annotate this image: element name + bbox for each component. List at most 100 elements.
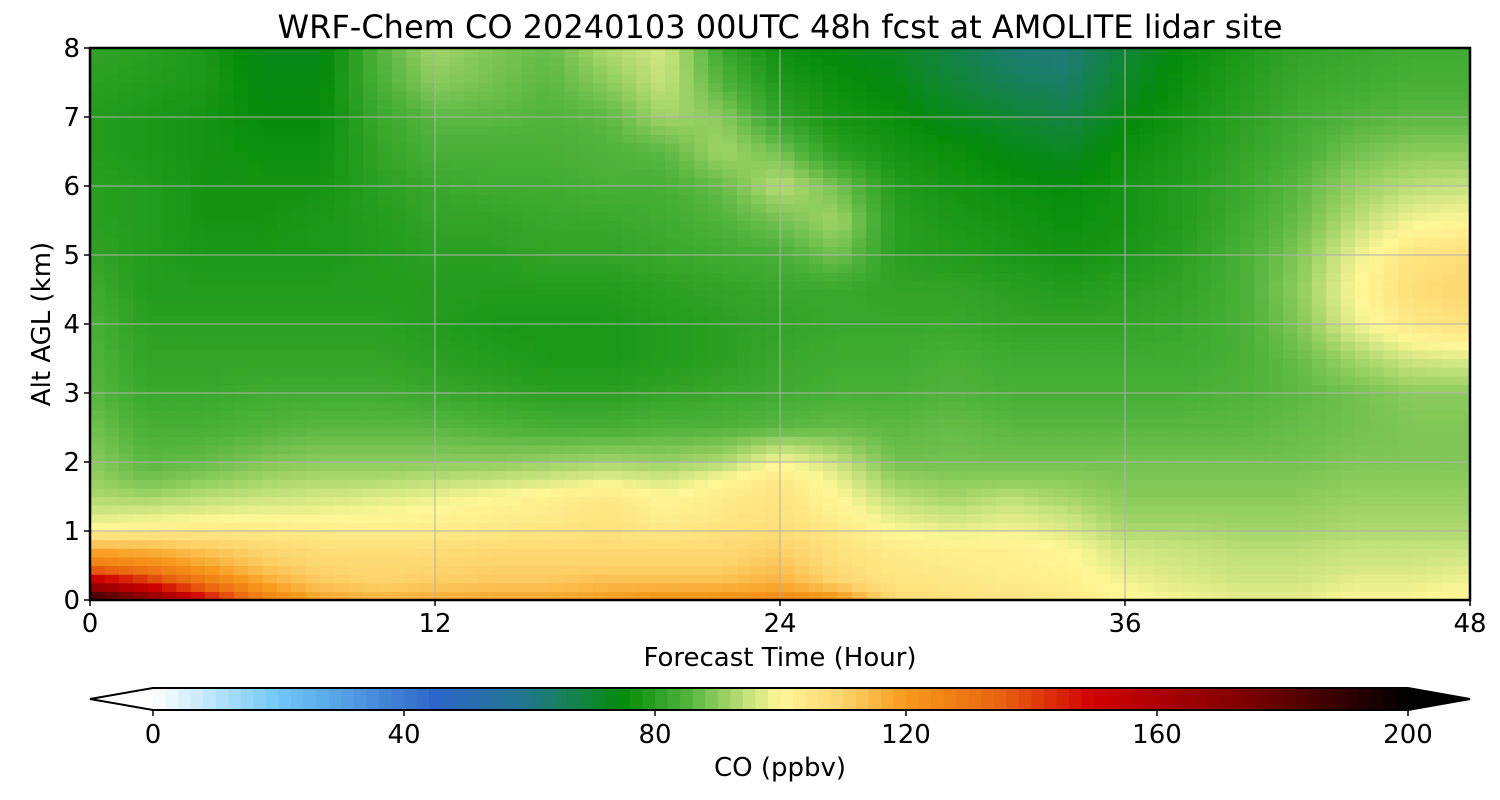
heatmap-cell	[478, 479, 494, 489]
heatmap-cell	[593, 487, 609, 498]
heatmap-cell	[751, 444, 767, 454]
heatmap-cell	[1038, 194, 1054, 204]
heatmap-cell	[981, 556, 997, 567]
heatmap-cell	[650, 548, 666, 558]
heatmap-cell	[176, 556, 192, 567]
heatmap-cell	[1067, 160, 1083, 170]
heatmap-cell	[1254, 393, 1270, 403]
heatmap-cell	[248, 436, 264, 446]
heatmap-cell	[765, 255, 781, 265]
heatmap-cell	[1455, 358, 1471, 368]
heatmap-cell	[780, 453, 795, 463]
heatmap-cell	[909, 246, 925, 256]
heatmap-cell	[693, 289, 709, 299]
heatmap-cell	[722, 229, 738, 239]
heatmap-cell	[262, 513, 278, 523]
heatmap-cell	[1441, 565, 1457, 575]
heatmap-cell	[1383, 168, 1399, 178]
heatmap-cell	[90, 220, 105, 230]
heatmap-cell	[665, 160, 680, 170]
heatmap-cell	[1455, 591, 1471, 601]
heatmap-cell	[118, 263, 134, 273]
heatmap-cell	[420, 315, 436, 325]
heatmap-cell	[909, 160, 925, 170]
heatmap-cell	[1254, 470, 1270, 480]
heatmap-cell	[938, 341, 954, 351]
heatmap-cell	[478, 211, 494, 222]
heatmap-cell	[1455, 186, 1471, 196]
heatmap-cell	[851, 582, 867, 592]
heatmap-cell	[1125, 410, 1140, 420]
heatmap-cell	[1441, 453, 1457, 463]
heatmap-cell	[1038, 315, 1054, 325]
heatmap-cell	[205, 479, 220, 489]
heatmap-cell	[190, 418, 206, 429]
heatmap-cell	[780, 591, 795, 601]
heatmap-cell	[449, 444, 465, 454]
heatmap-cell	[895, 168, 910, 178]
heatmap-cell	[636, 539, 652, 549]
heatmap-cell	[1340, 341, 1356, 351]
heatmap-cell	[1383, 272, 1399, 282]
heatmap-cell	[909, 565, 925, 575]
heatmap-cell	[118, 349, 134, 360]
heatmap-cell	[1038, 151, 1054, 161]
heatmap-cell	[147, 582, 163, 592]
heatmap-cell	[736, 375, 752, 385]
heatmap-cell	[1096, 565, 1112, 575]
heatmap-cell	[1024, 324, 1040, 334]
heatmap-cell	[233, 324, 249, 334]
heatmap-cell	[938, 539, 954, 549]
heatmap-cell	[909, 289, 925, 299]
heatmap-cell	[938, 556, 954, 567]
heatmap-cell	[348, 298, 364, 308]
heatmap-cell	[1369, 306, 1385, 316]
heatmap-cell	[478, 186, 494, 196]
heatmap-cell	[1096, 237, 1112, 247]
heatmap-cell	[305, 427, 321, 437]
heatmap-cell	[1441, 272, 1457, 282]
heatmap-cell	[104, 289, 120, 299]
heatmap-cell	[133, 479, 149, 489]
heatmap-cell	[233, 194, 249, 204]
heatmap-cell	[780, 574, 795, 584]
heatmap-cell	[1211, 324, 1227, 334]
heatmap-cell	[650, 332, 666, 342]
heatmap-cell	[765, 358, 781, 368]
heatmap-cell	[1110, 453, 1126, 463]
heatmap-cell	[1369, 548, 1385, 558]
heatmap-cell	[1426, 160, 1442, 170]
heatmap-cell	[708, 591, 724, 601]
heatmap-cell	[320, 160, 335, 170]
heatmap-cell	[1254, 246, 1270, 256]
heatmap-cell	[866, 289, 882, 299]
heatmap-cell	[1110, 324, 1126, 334]
heatmap-cell	[851, 177, 867, 187]
heatmap-cell	[334, 505, 350, 515]
heatmap-cell	[1168, 436, 1184, 446]
heatmap-cell	[880, 349, 896, 360]
heatmap-cell	[1110, 418, 1126, 429]
heatmap-cell	[104, 384, 120, 394]
heatmap-cell	[1340, 298, 1356, 308]
heatmap-cell	[650, 211, 666, 222]
heatmap-cell	[1168, 341, 1184, 351]
heatmap-cell	[363, 574, 379, 584]
heatmap-cell	[736, 332, 752, 342]
heatmap-cell	[765, 341, 781, 351]
heatmap-cell	[1038, 367, 1054, 377]
heatmap-cell	[650, 565, 666, 575]
heatmap-cell	[1182, 341, 1198, 351]
heatmap-cell	[621, 393, 637, 403]
heatmap-cell	[578, 531, 594, 541]
heatmap-cell	[1182, 565, 1198, 575]
heatmap-cell	[722, 556, 738, 567]
heatmap-cell	[837, 298, 853, 308]
heatmap-cell	[233, 462, 249, 472]
heatmap-cell	[679, 237, 695, 247]
heatmap-cell	[564, 186, 580, 196]
heatmap-cell	[1125, 505, 1140, 515]
heatmap-cell	[966, 591, 982, 601]
heatmap-cell	[823, 203, 839, 213]
heatmap-cell	[449, 436, 465, 446]
